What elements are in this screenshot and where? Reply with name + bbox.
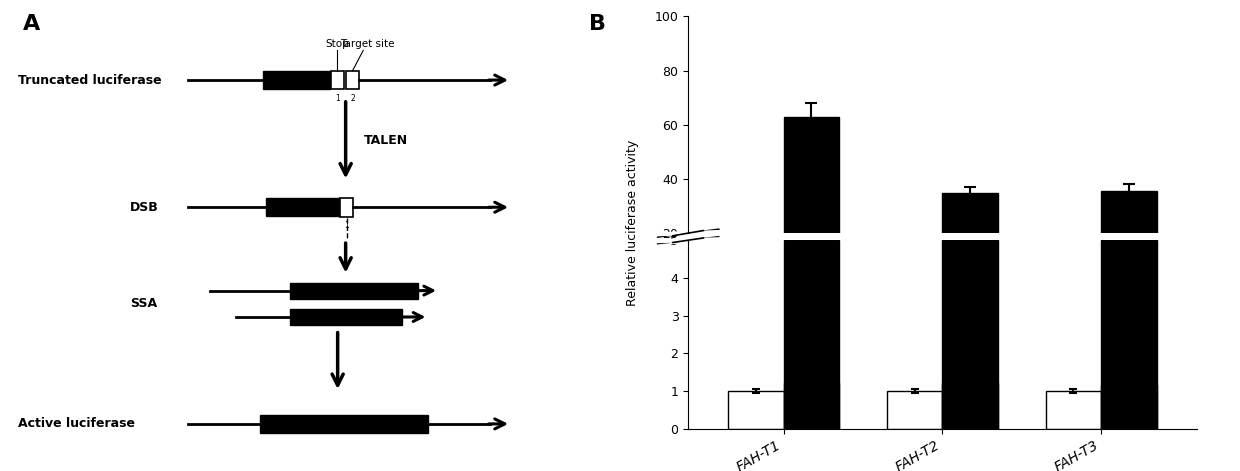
Bar — [942, 193, 998, 287]
Bar — [887, 284, 942, 287]
Bar — [728, 284, 784, 287]
Bar — [942, 383, 998, 429]
Text: A: A — [24, 14, 41, 34]
Text: Relative luciferase activity: Relative luciferase activity — [626, 139, 639, 306]
Text: Target site: Target site — [340, 40, 394, 49]
Text: DSB: DSB — [130, 201, 159, 214]
Text: 2: 2 — [350, 94, 355, 103]
Bar — [728, 391, 784, 429]
Bar — [263, 71, 330, 89]
Bar — [1045, 391, 1101, 429]
Text: Active luciferase: Active luciferase — [17, 417, 135, 430]
Bar — [942, 240, 998, 429]
Text: Stop: Stop — [325, 40, 348, 49]
Bar — [290, 309, 402, 325]
Bar — [1045, 284, 1101, 287]
Text: 1: 1 — [335, 94, 340, 103]
Bar — [887, 391, 942, 429]
Bar — [260, 415, 428, 433]
Bar — [265, 198, 340, 216]
Text: Truncated luciferase: Truncated luciferase — [17, 73, 161, 87]
Bar — [1101, 385, 1157, 429]
Bar — [290, 283, 418, 299]
Bar — [784, 240, 839, 429]
Text: TALEN: TALEN — [365, 134, 408, 146]
Bar — [784, 383, 839, 429]
Bar — [784, 117, 839, 287]
Text: SSA: SSA — [130, 297, 156, 310]
Bar — [1101, 191, 1157, 287]
Text: 1: 1 — [345, 221, 350, 230]
Bar — [346, 71, 360, 89]
Bar — [340, 198, 353, 217]
Bar — [331, 71, 343, 89]
Bar — [1101, 240, 1157, 429]
Text: B: B — [589, 14, 606, 34]
